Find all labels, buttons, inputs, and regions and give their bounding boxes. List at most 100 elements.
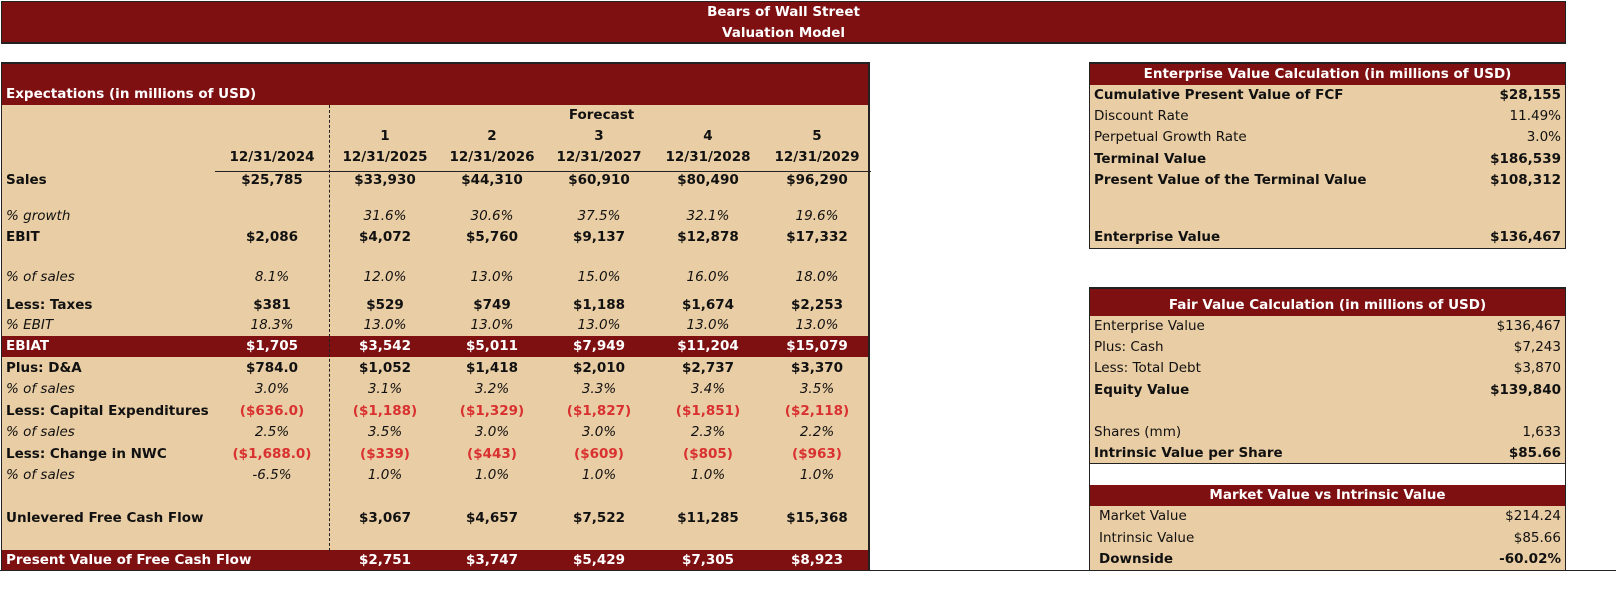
cell: $7,305 (681, 552, 735, 568)
mv-label: Market Value (1099, 508, 1187, 525)
cell: 3.3% (581, 381, 617, 397)
cell: $11,204 (677, 338, 739, 354)
mv-value: $85.66 (1513, 529, 1561, 546)
ev-spacer (1090, 191, 1565, 227)
cell: ($443) (467, 446, 517, 462)
ev-label: Terminal Value (1094, 150, 1207, 167)
cell: $1,052 (358, 360, 412, 376)
cell: 3.2% (474, 381, 510, 397)
cell: -6.5% (252, 467, 292, 483)
cell: $529 (366, 297, 404, 313)
row-label: % of sales (6, 269, 75, 285)
cell: 3.4% (690, 381, 726, 397)
expectations-title: Expectations (in millions of USD) (6, 86, 257, 102)
row-nwc-pct: % of sales -6.5% 1.0% 1.0% 1.0% 1.0% 1.0… (2, 465, 868, 486)
cell: $9,137 (572, 229, 626, 245)
cell: ($339) (360, 446, 410, 462)
mv-row-market-value: Market Value $214.24 (1090, 506, 1565, 527)
ev-value: 11.49% (1509, 108, 1561, 125)
row-da: Plus: D&A $784.0 $1,052 $1,418 $2,010 $2… (2, 358, 868, 379)
fv-value: 1,633 (1522, 423, 1561, 440)
forecast-label-row: Forecast (2, 105, 868, 126)
row-label: % EBIT (6, 317, 54, 333)
ev-row-terminal-value: Terminal Value $186,539 (1090, 149, 1565, 170)
row-label: % of sales (6, 467, 75, 483)
ev-value: $136,467 (1490, 228, 1561, 245)
cell: $2,253 (790, 297, 844, 313)
fv-value: $85.66 (1508, 445, 1561, 462)
fv-value: $139,840 (1490, 381, 1561, 398)
row-label: Unlevered Free Cash Flow (6, 510, 204, 526)
date-cell: 12/31/2027 (556, 149, 642, 165)
cell: 3.1% (367, 381, 403, 397)
cell: 31.6% (363, 208, 407, 224)
row-label: Less: Change in NWC (6, 446, 167, 462)
date-cell: 12/31/2024 (229, 149, 315, 165)
cell: $3,067 (358, 510, 412, 526)
cell: 1.0% (474, 467, 510, 483)
expectations-body: Forecast 1 2 3 4 5 12/31/2024 12/31/2025… (2, 105, 868, 571)
cell: $381 (253, 297, 291, 313)
cell: 32.1% (686, 208, 730, 224)
cell: $5,760 (465, 229, 519, 245)
row-ufcf: Unlevered Free Cash Flow $3,067 $4,657 $… (2, 508, 868, 529)
cell: $12,878 (677, 229, 739, 245)
row-label: Sales (6, 172, 47, 188)
ev-label: Enterprise Value (1094, 228, 1221, 245)
cell: 13.0% (470, 317, 514, 333)
cell: 1.0% (581, 467, 617, 483)
mv-label: Intrinsic Value (1099, 529, 1195, 546)
fv-label: Plus: Cash (1094, 339, 1164, 356)
period-number: 5 (812, 128, 822, 144)
date-cell: 12/31/2026 (449, 149, 535, 165)
cell: $3,370 (790, 360, 844, 376)
cell: $5,429 (572, 552, 626, 568)
fv-value: $7,243 (1513, 339, 1561, 356)
mv-value: -60.02% (1499, 550, 1561, 567)
row-ebiat: EBIAT $1,705 $3,542 $5,011 $7,949 $11,20… (2, 336, 868, 357)
fv-label: Shares (mm) (1094, 423, 1182, 440)
cell: $11,285 (677, 510, 739, 526)
expectations-header: Expectations (in millions of USD) (2, 64, 868, 105)
cell: $7,949 (572, 338, 626, 354)
row-label: EBIAT (6, 338, 50, 354)
cell: $4,072 (358, 229, 412, 245)
cell: 13.0% (795, 317, 839, 333)
cell: ($1,688.0) (232, 446, 312, 462)
row-label: Less: Capital Expenditures (6, 403, 209, 419)
ev-value: 3.0% (1526, 129, 1561, 146)
cell: $96,290 (786, 172, 848, 188)
cell: 2.3% (690, 424, 726, 440)
row-capex-pct: % of sales 2.5% 3.5% 3.0% 3.0% 2.3% 2.2% (2, 422, 868, 443)
ev-row-pv-terminal: Present Value of the Terminal Value $108… (1090, 170, 1565, 191)
cell: ($609) (574, 446, 624, 462)
cell: 8.1% (254, 269, 290, 285)
fv-row-equity-value: Equity Value $139,840 (1090, 380, 1565, 401)
cell: $2,751 (358, 552, 412, 568)
cell: $15,079 (786, 338, 848, 354)
row-sales: Sales $25,785 $33,930 $44,310 $60,910 $8… (2, 170, 868, 191)
cell: $3,542 (358, 338, 412, 354)
history-forecast-divider (329, 105, 330, 551)
cell: 12.0% (363, 269, 407, 285)
cell: 3.0% (581, 424, 617, 440)
cell: $784.0 (245, 360, 299, 376)
cell: $25,785 (241, 172, 303, 188)
cell: $3,747 (465, 552, 519, 568)
row-label: % of sales (6, 424, 75, 440)
cell: $80,490 (677, 172, 739, 188)
row-tax-rate: % EBIT 18.3% 13.0% 13.0% 13.0% 13.0% 13.… (2, 315, 868, 336)
mv-label: Downside (1099, 550, 1174, 567)
ev-label: Cumulative Present Value of FCF (1094, 87, 1344, 103)
fv-value: $3,870 (1513, 360, 1561, 377)
cell: 30.6% (470, 208, 514, 224)
cell: $17,332 (786, 229, 848, 245)
mv-row-intrinsic-value: Intrinsic Value $85.66 (1090, 528, 1565, 549)
expectations-table: Expectations (in millions of USD) Foreca… (1, 62, 871, 571)
title-line-2: Valuation Model (722, 25, 845, 41)
fv-row-intrinsic-per-share: Intrinsic Value per Share $85.66 (1090, 443, 1565, 465)
period-number: 2 (487, 128, 497, 144)
fv-row-debt: Less: Total Debt $3,870 (1090, 358, 1565, 379)
fv-spacer (1090, 401, 1565, 422)
ev-label: Discount Rate (1094, 108, 1189, 125)
